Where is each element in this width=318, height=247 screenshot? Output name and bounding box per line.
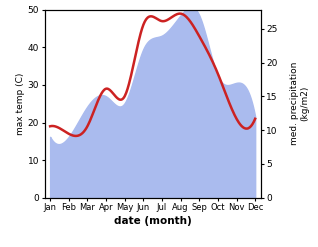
Y-axis label: med. precipitation
(kg/m2): med. precipitation (kg/m2) (290, 62, 309, 145)
Y-axis label: max temp (C): max temp (C) (16, 73, 25, 135)
X-axis label: date (month): date (month) (114, 216, 191, 226)
